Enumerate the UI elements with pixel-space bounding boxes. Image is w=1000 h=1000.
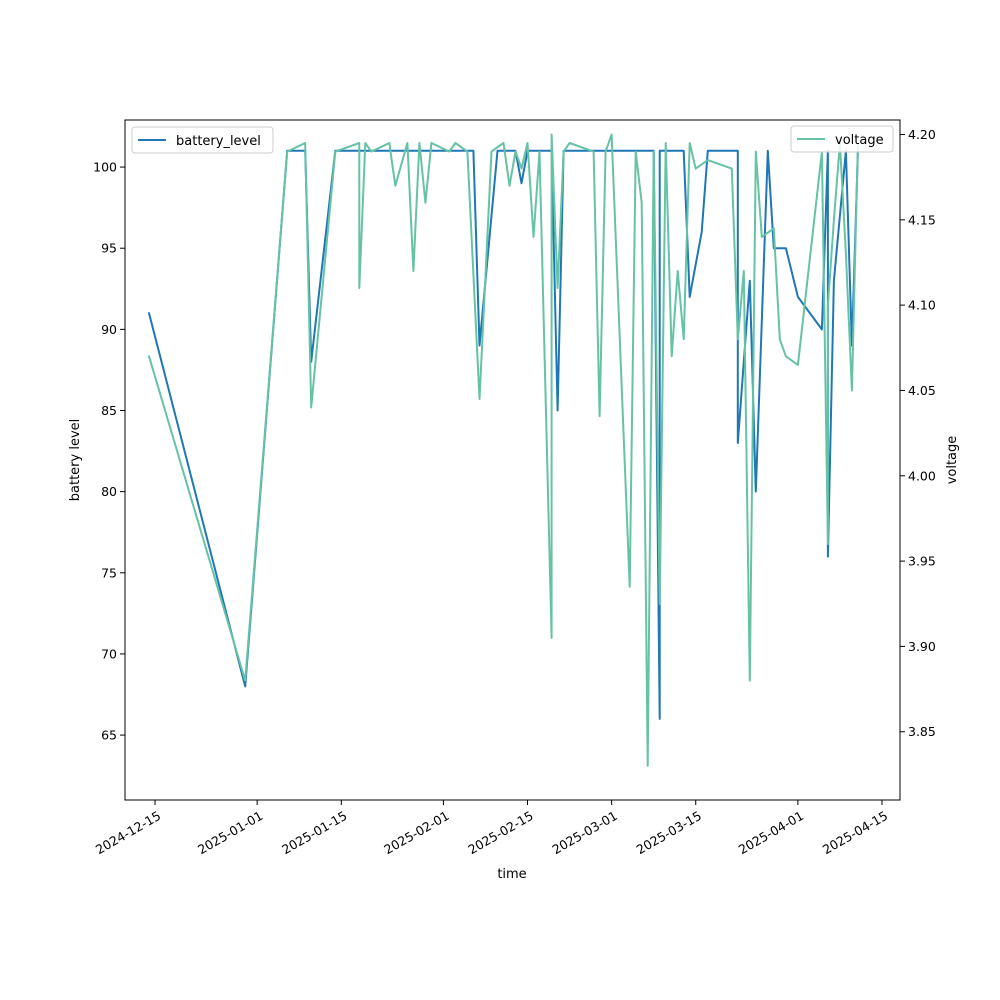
y-axis-right-label: voltage bbox=[945, 436, 960, 485]
legend-left-label: battery_level bbox=[176, 134, 261, 149]
y-left-tick-label: 65 bbox=[101, 728, 117, 743]
x-tick-label: 2024-12-15 bbox=[93, 808, 163, 857]
x-tick-label: 2025-04-15 bbox=[820, 808, 890, 857]
y-left-tick-label: 75 bbox=[101, 565, 117, 580]
x-tick-label: 2025-03-15 bbox=[634, 808, 704, 857]
y-right-tick-label: 4.10 bbox=[908, 298, 936, 313]
y-right-tick-label: 4.20 bbox=[908, 127, 936, 142]
x-tick-label: 2025-03-01 bbox=[550, 808, 620, 857]
x-tick-label: 2025-02-01 bbox=[381, 808, 451, 857]
x-tick-label: 2025-01-01 bbox=[195, 808, 265, 857]
legend-left: battery_level bbox=[131, 126, 274, 154]
y-right-tick-label: 3.85 bbox=[908, 724, 936, 739]
y-right-tick-label: 3.90 bbox=[908, 639, 936, 654]
x-tick-label: 2025-02-15 bbox=[465, 808, 535, 857]
y-right-tick-label: 3.95 bbox=[908, 554, 936, 569]
y-axis-right: 3.85 3.90 3.95 4.00 4.05 4.10 4.15 4.20 bbox=[900, 127, 936, 739]
x-axis: 2024-12-15 2025-01-01 2025-01-15 2025-02-01… bbox=[93, 800, 890, 857]
y-left-tick-label: 70 bbox=[101, 646, 117, 661]
x-tick-label: 2025-04-01 bbox=[736, 808, 806, 857]
y-right-tick-label: 4.15 bbox=[908, 212, 936, 227]
x-tick-label: 2025-01-15 bbox=[279, 808, 349, 857]
plot-frame bbox=[124, 119, 901, 801]
legend-left-frame bbox=[131, 126, 274, 154]
y-left-tick-label: 100 bbox=[93, 160, 117, 175]
legend-right: voltage bbox=[790, 125, 894, 153]
y-right-tick-label: 4.00 bbox=[908, 468, 936, 483]
y-right-tick-label: 4.05 bbox=[908, 383, 936, 398]
y-axis-left-label: battery level bbox=[68, 419, 83, 502]
series-line-battery-level bbox=[148, 149, 859, 720]
series-layer bbox=[148, 133, 859, 767]
y-left-tick-label: 95 bbox=[101, 241, 117, 256]
series-line-voltage bbox=[148, 133, 859, 767]
legend-right-label: voltage bbox=[835, 133, 884, 148]
y-left-tick-label: 80 bbox=[101, 484, 117, 499]
legend-right-frame bbox=[790, 125, 894, 153]
y-left-tick-label: 85 bbox=[101, 403, 117, 418]
y-left-tick-label: 90 bbox=[101, 322, 117, 337]
x-axis-label: time bbox=[497, 867, 526, 882]
y-axis-left: 65 70 75 80 85 90 95 100 bbox=[93, 160, 125, 743]
